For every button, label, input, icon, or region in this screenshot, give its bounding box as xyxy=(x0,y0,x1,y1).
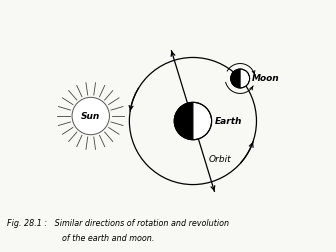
Text: Orbit: Orbit xyxy=(209,155,232,164)
Wedge shape xyxy=(231,69,240,88)
Text: Earth: Earth xyxy=(215,116,242,125)
Text: of the earth and moon.: of the earth and moon. xyxy=(62,234,155,243)
Wedge shape xyxy=(193,102,212,140)
Wedge shape xyxy=(174,102,193,140)
Text: Sun: Sun xyxy=(81,112,100,120)
Text: Fig. 28.1 :   Similar directions of rotation and revolution: Fig. 28.1 : Similar directions of rotati… xyxy=(7,218,229,228)
Circle shape xyxy=(72,97,110,135)
Wedge shape xyxy=(240,69,250,88)
Text: Moon: Moon xyxy=(252,74,280,83)
